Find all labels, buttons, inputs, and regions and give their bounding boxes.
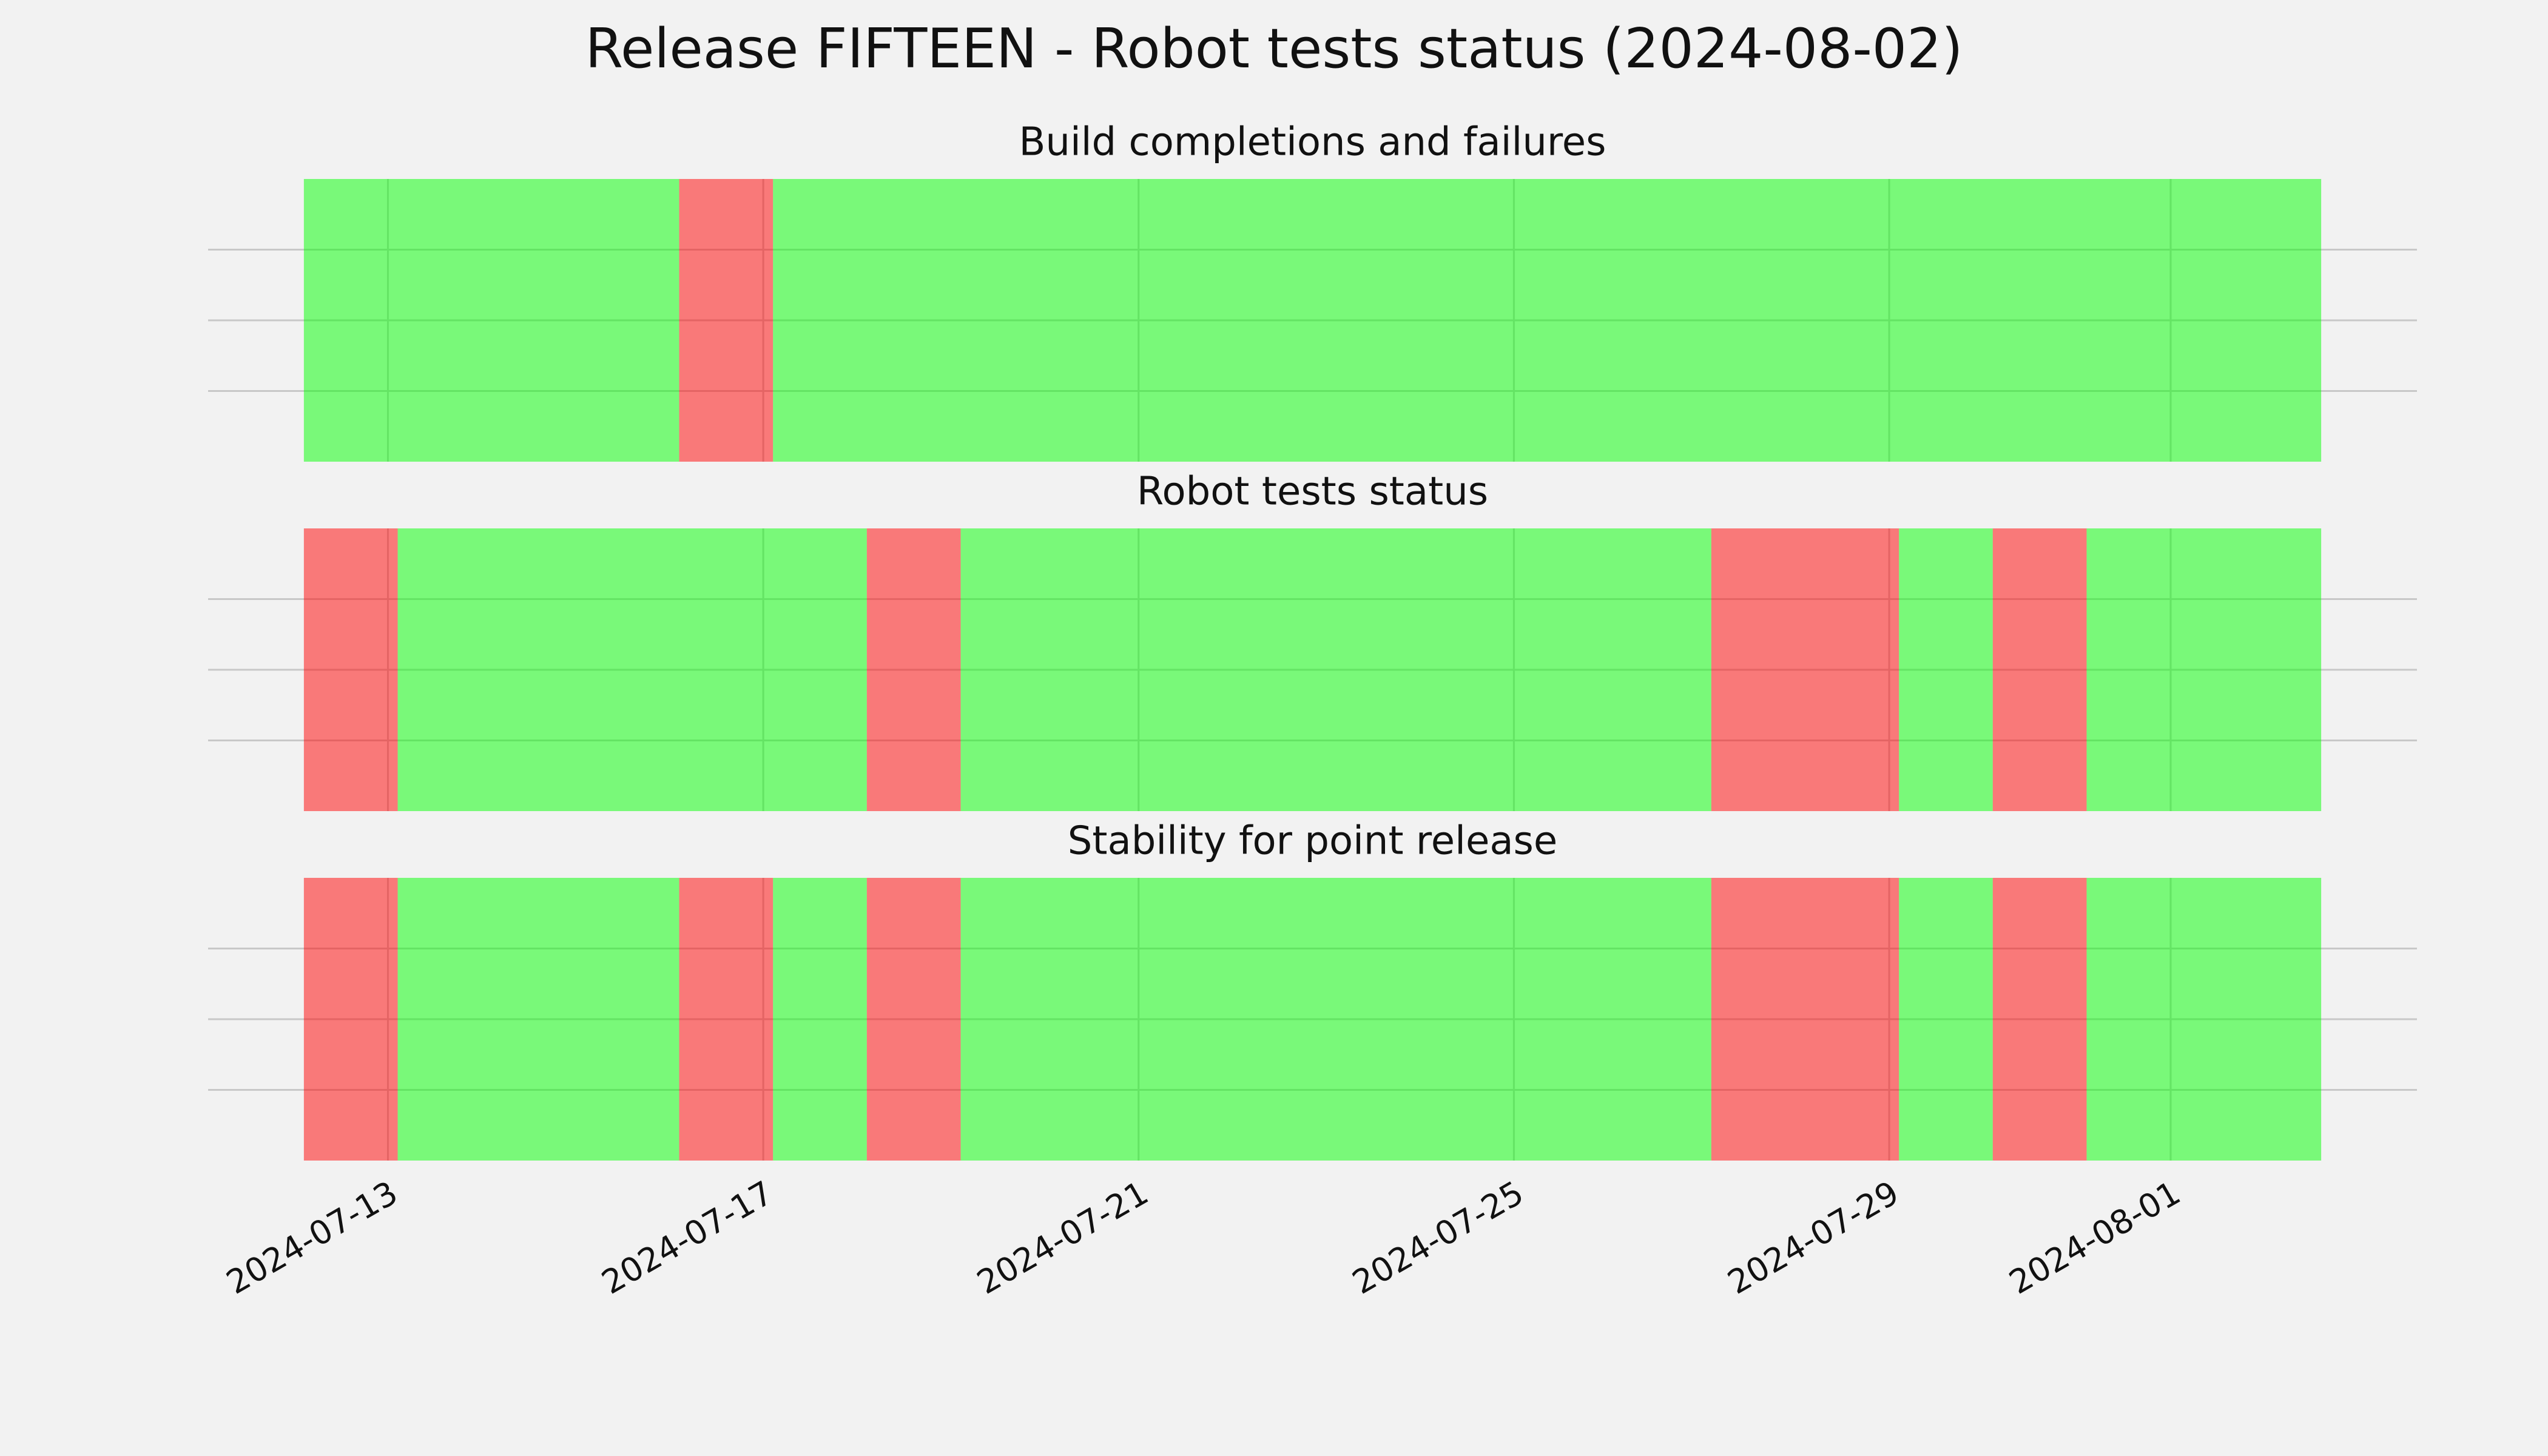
chart-title: Release FIFTEEN - Robot tests status (20…	[585, 17, 1963, 81]
status-segment	[773, 878, 867, 1161]
status-segment	[773, 179, 2322, 462]
panel-title: Robot tests status	[1137, 470, 1488, 514]
panel-title: Build completions and failures	[1019, 120, 1606, 165]
status-segment	[2086, 528, 2322, 811]
status-segment	[397, 878, 679, 1161]
status-segment	[679, 878, 774, 1161]
status-segment	[303, 528, 398, 811]
status-segment	[1899, 528, 1993, 811]
status-segment	[960, 528, 1711, 811]
status-segment	[303, 179, 679, 462]
status-segment	[1711, 878, 1899, 1161]
status-segment	[2086, 878, 2322, 1161]
status-segment	[1992, 528, 2087, 811]
status-segment	[1899, 878, 1993, 1161]
status-segment	[679, 179, 774, 462]
status-segment	[960, 878, 1711, 1161]
status-segment	[1711, 528, 1899, 811]
panel-title: Stability for point release	[1068, 819, 1558, 864]
status-segment	[1992, 878, 2087, 1161]
status-segment	[866, 528, 961, 811]
status-segment	[866, 878, 961, 1161]
status-segment	[303, 878, 398, 1161]
status-segment	[397, 528, 867, 811]
